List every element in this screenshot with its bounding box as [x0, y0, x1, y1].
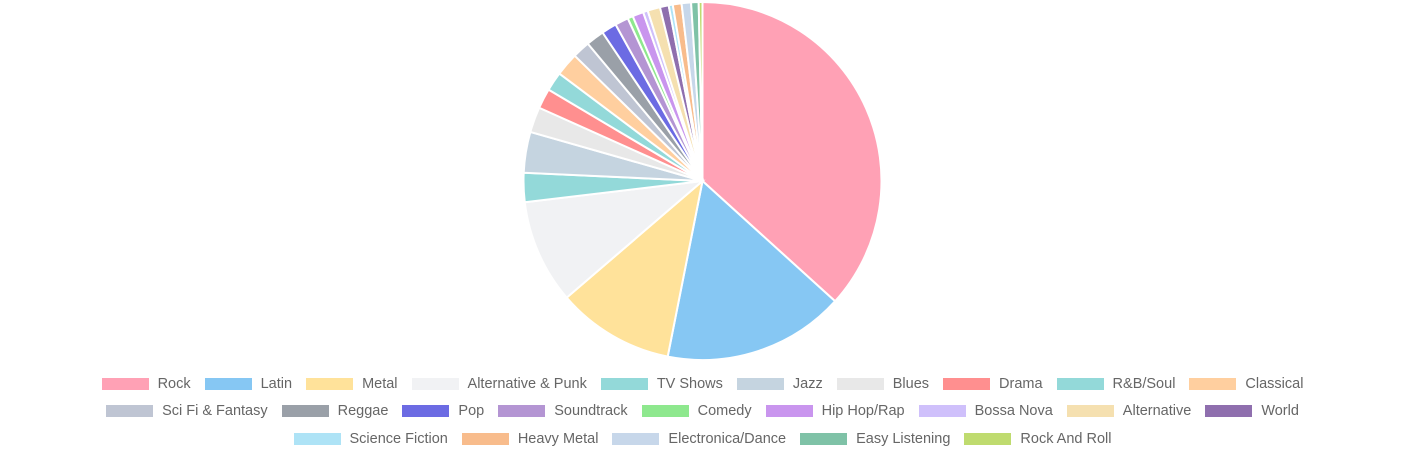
legend-label: Sci Fi & Fantasy: [162, 403, 268, 420]
legend-label: Classical: [1245, 375, 1304, 392]
legend-item-comedy[interactable]: Comedy: [641, 403, 752, 420]
legend-item-sci-fi-fantasy[interactable]: Sci Fi & Fantasy: [106, 403, 268, 419]
legend-item-electronica-dance[interactable]: Electronica/Dance: [612, 431, 786, 447]
legend-label: Jazz: [792, 375, 823, 392]
legend-label: Latin: [260, 375, 293, 392]
legend-swatch: [106, 405, 154, 418]
legend-label: Drama: [999, 375, 1043, 392]
legend-swatch: [1205, 405, 1253, 418]
legend-label: Blues: [892, 375, 930, 392]
legend-swatch: [641, 405, 689, 418]
legend-item-reggae[interactable]: Reggae: [281, 403, 389, 420]
legend-swatch: [1066, 405, 1114, 418]
legend-item-heavy-metal[interactable]: Heavy Metal: [461, 430, 599, 447]
legend-swatch: [943, 377, 991, 390]
legend-item-classical[interactable]: Classical: [1189, 376, 1303, 392]
legend-swatch: [736, 377, 784, 390]
legend-item-soundtrack[interactable]: Soundtrack: [498, 403, 628, 420]
legend-swatch: [411, 377, 459, 390]
legend-swatch: [836, 377, 884, 390]
legend-swatch: [101, 377, 149, 390]
legend-item-jazz[interactable]: Jazz: [736, 375, 823, 392]
legend-swatch: [964, 432, 1012, 445]
legend-swatch: [293, 432, 341, 445]
legend-item-tv-shows[interactable]: TV Shows: [600, 375, 723, 392]
legend-label: Rock And Roll: [1020, 430, 1112, 447]
legend-label: R&B/Soul: [1112, 375, 1176, 392]
legend-swatch: [461, 432, 509, 445]
legend-item-rock[interactable]: Rock: [101, 375, 191, 392]
legend-item-pop[interactable]: Pop: [402, 403, 484, 419]
legend-label: Hip Hop/Rap: [821, 403, 905, 420]
legend-row: Rock Latin Metal Alternative & Punk TV Shows…: [0, 370, 1405, 398]
legend-swatch: [800, 432, 848, 445]
legend-swatch: [1189, 377, 1237, 390]
legend-item-bossa-nova[interactable]: Bossa Nova: [918, 403, 1053, 420]
legend-item-r-b-soul[interactable]: R&B/Soul: [1056, 375, 1176, 392]
legend-row: Sci Fi & Fantasy Reggae Pop Soundtrack Comed…: [0, 398, 1405, 426]
legend-swatch: [306, 377, 354, 390]
legend-label: Rock: [157, 375, 191, 392]
legend-item-easy-listening[interactable]: Easy Listening: [800, 431, 950, 447]
pie-slice-alternative-punk[interactable]: [523, 179, 706, 300]
legend-swatch: [612, 432, 660, 445]
legend-item-blues[interactable]: Blues: [836, 375, 930, 392]
pie-slice-rock-and-roll[interactable]: [697, 0, 704, 182]
legend-label: World: [1261, 403, 1299, 420]
legend-row: Science Fiction Heavy Metal Electronica/Da…: [0, 425, 1405, 453]
legend-swatch: [600, 377, 648, 390]
legend-swatch: [498, 405, 546, 418]
legend-label: Science Fiction: [349, 430, 448, 447]
legend-swatch: [281, 405, 329, 418]
legend-item-world[interactable]: World: [1205, 403, 1299, 419]
legend-item-drama[interactable]: Drama: [943, 376, 1043, 392]
legend-label: Bossa Nova: [974, 403, 1053, 420]
legend-swatch: [765, 405, 813, 418]
legend-label: Electronica/Dance: [668, 430, 787, 447]
legend-swatch: [918, 405, 966, 418]
legend-label: Alternative & Punk: [467, 375, 587, 392]
legend-label: Alternative: [1122, 403, 1192, 420]
chart-legend: Rock Latin Metal Alternative & Punk TV Shows…: [0, 370, 1405, 453]
pie-slice-metal[interactable]: [565, 178, 705, 358]
pie-plot-area: [522, 0, 883, 361]
legend-label: Reggae: [337, 403, 389, 420]
legend-item-alternative-punk[interactable]: Alternative & Punk: [411, 375, 587, 392]
legend-item-hip-hop-rap[interactable]: Hip Hop/Rap: [765, 403, 905, 420]
legend-item-science-fiction[interactable]: Science Fiction: [293, 430, 448, 447]
pie-slice-latin[interactable]: [666, 179, 837, 361]
legend-label: Easy Listening: [856, 430, 951, 447]
legend-label: Metal: [362, 375, 398, 392]
legend-label: Soundtrack: [554, 403, 628, 420]
legend-item-metal[interactable]: Metal: [306, 375, 398, 392]
legend-label: TV Shows: [656, 375, 723, 392]
legend-label: Heavy Metal: [517, 430, 599, 447]
legend-item-rock-and-roll[interactable]: Rock And Roll: [964, 431, 1111, 447]
legend-swatch: [204, 377, 252, 390]
pie-slice-rock[interactable]: [701, 0, 883, 303]
legend-item-alternative[interactable]: Alternative: [1066, 403, 1192, 420]
legend-label: Comedy: [697, 403, 752, 420]
legend-swatch: [1056, 377, 1104, 390]
legend-swatch: [402, 405, 450, 418]
legend-item-latin[interactable]: Latin: [204, 375, 293, 392]
legend-label: Pop: [458, 403, 485, 420]
